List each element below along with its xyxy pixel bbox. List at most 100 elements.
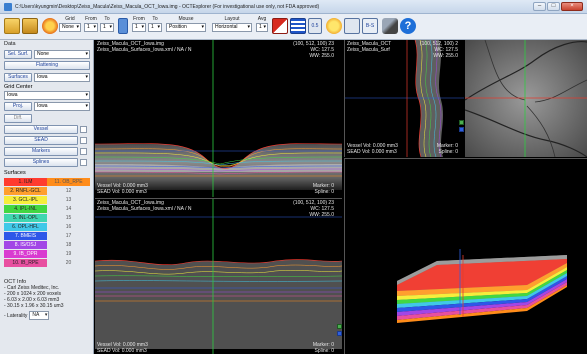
surface-row: 2. RNFL-GCL 12 <box>4 187 90 195</box>
laterality-select[interactable]: NA <box>29 311 50 320</box>
surface-toggle-9[interactable]: 9. IB_OPR <box>4 250 47 258</box>
surface-toggle-18[interactable]: 18 <box>47 241 90 249</box>
wrench-icon[interactable] <box>382 18 398 34</box>
fundus-view[interactable] <box>465 40 587 157</box>
grid-select[interactable]: None <box>59 23 81 32</box>
surface-row: 4. IPL-INL 14 <box>4 205 90 213</box>
bottom-sead-vol: SEAD Vol: 0.000 mm3 <box>97 348 147 354</box>
splines-checkbox[interactable] <box>80 159 87 166</box>
sel-surf-button[interactable]: Sel. Surf. <box>4 50 32 59</box>
top-sead-vol: SEAD Vol: 0.000 mm3 <box>97 189 147 195</box>
surface-toggle-11[interactable]: 11. OB_RPE <box>47 178 90 186</box>
open-folder-icon[interactable] <box>4 18 20 34</box>
surface-toggle-13[interactable]: 13 <box>47 196 90 204</box>
vessel-checkbox[interactable] <box>80 126 87 133</box>
surface-toggle-1[interactable]: 1. ILM <box>4 178 47 186</box>
top-spline: Spline: 0 <box>314 189 334 195</box>
grid-icon[interactable] <box>118 18 128 34</box>
avg-label: Avg <box>257 16 267 22</box>
surface-row: 3. GCL-IPL 13 <box>4 196 90 204</box>
surface-toggle-4[interactable]: 4. IPL-INL <box>4 205 47 213</box>
scale-icon[interactable]: 0.5 <box>308 18 322 34</box>
side-view-toggle-button[interactable] <box>459 120 464 125</box>
layout-select[interactable]: Horizontal <box>212 23 252 32</box>
grid-center-select[interactable]: Iowa <box>4 91 90 100</box>
oct-info: OCT Info - Carl Zeiss Meditec, Inc. - 20… <box>4 279 63 320</box>
top-file-name: Zeiss_Macula_OCT_Iowa.img <box>97 41 164 47</box>
open-file-icon[interactable] <box>22 18 38 34</box>
surface-toggle-19[interactable]: 19 <box>47 250 90 258</box>
volume-3d-view[interactable] <box>344 158 587 354</box>
bottom-file-name: Zeiss_Macula_OCT_Iowa.img <box>97 200 164 206</box>
avg-select[interactable]: 1 <box>256 23 268 32</box>
surface-toggle-5[interactable]: 5. INL-OPL <box>4 214 47 222</box>
surface-toggle-17[interactable]: 17 <box>47 232 90 240</box>
bottom-surface-file: Zeiss_Macula_Surfaces_Iowa.xml / NA / N <box>97 206 192 212</box>
highlight-icon[interactable] <box>326 18 342 34</box>
bscan-view-bottom[interactable]: Zeiss_Macula_OCT_Iowa.img Zeiss_Macula_S… <box>95 198 342 354</box>
from2-select[interactable]: 1 <box>132 23 146 32</box>
markers-checkbox[interactable] <box>80 148 87 155</box>
surface-toggle-6[interactable]: 6. OPL-HFL <box>4 223 47 231</box>
surface-toggle-16[interactable]: 16 <box>47 223 90 231</box>
title-bar: C:\Users\kyungmin\Desktop\Zeiss_Macula\Z… <box>0 0 587 14</box>
surfaces-table: Surfaces 1. ILM 11. OB_RPE 2. RNFL-GCL 12 3.… <box>4 170 90 268</box>
eye-icon[interactable] <box>42 18 58 34</box>
surface-toggle-14[interactable]: 14 <box>47 205 90 213</box>
side-view-mode-button[interactable] <box>459 127 464 132</box>
bscan-icon[interactable]: B-S <box>362 18 378 34</box>
proj-button[interactable]: Proj. <box>4 102 32 111</box>
surface-toggle-8[interactable]: 8. IS/OSJ <box>4 241 47 249</box>
from-select[interactable]: 1 <box>84 23 98 32</box>
surface-row: 1. ILM 11. OB_RPE <box>4 178 90 186</box>
top-marker: Marker: 0 <box>312 183 334 189</box>
bottom-coords: (100, 512, 100) 23 <box>293 200 334 206</box>
diff-button[interactable]: Diff. <box>4 114 32 123</box>
maximize-button[interactable]: □ <box>547 2 560 11</box>
markers-button[interactable]: Markers <box>4 147 78 156</box>
from2-label: From <box>133 16 145 22</box>
side-ww: WW: 255.0 <box>433 53 458 59</box>
surfaces-select[interactable]: Iowa <box>34 73 90 82</box>
sel-surf-select[interactable]: None <box>34 50 90 59</box>
mouse-select[interactable]: Position <box>166 23 206 32</box>
side-marker: Marker: 0 <box>436 143 458 149</box>
surface-toggle-7[interactable]: 7. BMEIS <box>4 232 47 240</box>
proj-select[interactable]: Iowa <box>34 102 90 111</box>
to2-label: To <box>152 16 158 22</box>
surface-toggle-12[interactable]: 12 <box>47 187 90 195</box>
minimize-button[interactable]: – <box>533 2 546 11</box>
flattening-button[interactable]: Flattening <box>4 61 90 70</box>
bscan-top-image <box>95 40 342 197</box>
surfaces-button[interactable]: Surfaces <box>4 73 32 82</box>
side-surface-file: Zeiss_Macula_Surf <box>347 47 390 53</box>
surface-toggle-3[interactable]: 3. GCL-IPL <box>4 196 47 204</box>
side-file-name: Zeiss_Macula_OCT <box>347 41 392 47</box>
top-vessel-vol: Vessel Vol: 0.000 mm3 <box>97 183 148 189</box>
view-toggle-button[interactable] <box>337 324 342 329</box>
layers-icon[interactable] <box>290 18 306 34</box>
surface-row: 5. INL-OPL 15 <box>4 214 90 222</box>
close-button[interactable]: × <box>561 2 583 11</box>
surface-toggle-2[interactable]: 2. RNFL-GCL <box>4 187 47 195</box>
grid-view-icon[interactable] <box>344 18 360 34</box>
view-mode-button[interactable] <box>337 331 342 336</box>
to-select[interactable]: 1 <box>100 23 114 32</box>
bottom-wc: WC: 127.5 <box>310 206 334 212</box>
bscan-view-top[interactable]: Zeiss_Macula_OCT_Iowa.img Zeiss_Macula_S… <box>95 40 342 197</box>
surface-toggle-20[interactable]: 20 <box>47 259 90 267</box>
top-ww: WW: 255.0 <box>309 53 334 59</box>
to2-select[interactable]: 1 <box>148 23 162 32</box>
surface-toggle-10[interactable]: 10. IB_RPE <box>4 259 47 267</box>
surface-toggle-15[interactable]: 15 <box>47 214 90 222</box>
left-panel: Data Sel. Surf. None Flattening Surfaces… <box>0 40 94 354</box>
oct-info-line: - 30.15 x 1.96 x 30.15 um3 <box>4 303 64 309</box>
oct-info-line: - 6.03 x 2.00 x 6.03 mm3 <box>4 297 60 303</box>
help-icon[interactable]: ? <box>400 18 416 34</box>
splines-button[interactable]: Splines <box>4 158 78 167</box>
vessel-button[interactable]: Vessel <box>4 125 78 134</box>
flatten-icon[interactable] <box>272 18 288 34</box>
sead-button[interactable]: SEAD <box>4 136 78 145</box>
slice-view[interactable]: Zeiss_Macula_OCT Zeiss_Macula_Surf (100,… <box>344 40 464 157</box>
sead-checkbox[interactable] <box>80 137 87 144</box>
